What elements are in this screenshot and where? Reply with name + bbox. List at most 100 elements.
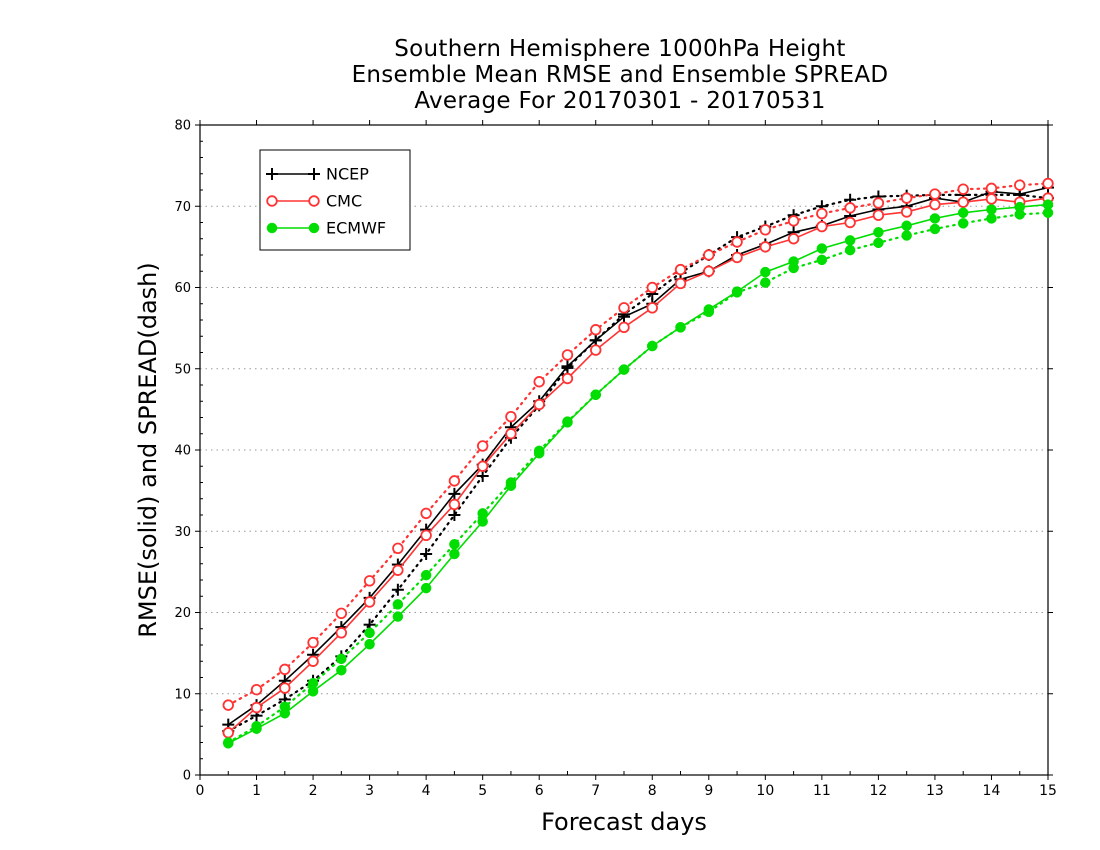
data-point-cmc-rmse (900, 206, 913, 218)
data-point-cmc-rmse (759, 241, 772, 253)
data-point-cmc-spread (816, 207, 828, 220)
x-axis-label: Forecast days (541, 808, 707, 836)
data-point-ecmwf-spread (420, 569, 432, 581)
data-point-cmc-rmse (618, 321, 630, 334)
data-point-ncep-rmse (448, 487, 461, 500)
chart-title-line-1: Southern Hemisphere 1000hPa Height (394, 36, 846, 62)
data-point-ecmwf-rmse (647, 340, 658, 352)
x-tick-label: 0 (196, 783, 205, 799)
data-point-ecmwf-rmse (223, 738, 234, 749)
x-tick-label: 8 (648, 783, 657, 799)
data-point-cmc-spread (703, 249, 715, 261)
legend-marker-ecmwf (266, 222, 278, 234)
data-point-ecmwf-spread (929, 223, 941, 235)
data-point-ncep-spread (448, 509, 461, 521)
data-point-cmc-spread (674, 263, 687, 276)
data-point-cmc-rmse (703, 265, 715, 277)
data-point-cmc-spread (590, 324, 602, 336)
x-tick-label: 14 (983, 783, 1001, 799)
data-point-ncep-spread (391, 583, 404, 596)
legend-marker-ncep (266, 168, 278, 180)
data-point-cmc-rmse (420, 529, 432, 542)
legend-marker-ecmwf (308, 222, 320, 234)
x-tick-label: 10 (756, 783, 774, 799)
data-point-cmc-spread (985, 182, 998, 195)
data-point-cmc-spread (759, 224, 772, 236)
data-point-cmc-rmse (787, 233, 800, 245)
data-point-ecmwf-spread (392, 599, 404, 610)
legend: NCEP CMC ECMWF (259, 149, 411, 251)
data-point-ecmwf-rmse (590, 389, 601, 400)
data-point-ecmwf-spread (760, 277, 771, 288)
data-point-cmc-rmse (222, 727, 234, 739)
x-tick-label: 7 (591, 783, 600, 799)
data-point-ecmwf-rmse (279, 708, 291, 719)
y-tick-label: 30 (174, 525, 191, 540)
data-point-cmc-spread (533, 376, 545, 388)
y-tick-label: 70 (174, 200, 191, 215)
x-tick-label: 12 (869, 783, 887, 799)
series-line-cmc-spread (227, 182, 1050, 707)
legend-label-ncep: NCEP (326, 165, 369, 184)
data-point-cmc-spread (307, 636, 319, 649)
data-point-cmc-rmse (929, 198, 941, 211)
data-point-cmc-spread (335, 607, 348, 620)
data-point-cmc-rmse (476, 460, 489, 472)
x-tick-label: 13 (926, 783, 944, 799)
chart-title-line-2: Ensemble Mean RMSE and Ensemble SPREAD (351, 62, 889, 88)
series-line-ncep-rmse (227, 186, 1049, 726)
y-tick-label: 0 (183, 769, 191, 784)
data-point-cmc-spread (844, 202, 856, 214)
data-point-ecmwf-rmse (336, 664, 347, 676)
y-tick-label: 40 (174, 444, 191, 459)
data-point-cmc-spread (420, 507, 432, 520)
data-point-cmc-rmse (250, 701, 263, 714)
data-point-cmc-rmse (590, 344, 602, 356)
data-point-ecmwf-rmse (618, 364, 630, 375)
data-point-ecmwf-rmse (901, 220, 912, 231)
series-line-ecmwf-spread (227, 211, 1050, 744)
data-point-ncep-spread (476, 470, 489, 482)
data-point-ncep-spread (420, 548, 433, 560)
data-point-ecmwf-spread (901, 230, 912, 241)
data-point-ecmwf-rmse (957, 207, 969, 218)
data-point-ecmwf-rmse (307, 686, 319, 697)
x-tick-label: 5 (478, 783, 487, 799)
data-point-ecmwf-rmse (788, 256, 799, 267)
data-point-cmc-spread (279, 663, 291, 676)
data-point-cmc-rmse (392, 564, 404, 576)
series-line-ecmwf-rmse (227, 203, 1049, 745)
x-tick-label: 11 (813, 783, 831, 799)
x-tick-label: 6 (535, 783, 544, 799)
data-point-ecmwf-rmse (392, 611, 404, 622)
data-point-cmc-rmse (844, 216, 856, 229)
data-point-ecmwf-rmse (929, 213, 941, 224)
data-point-ecmwf-rmse (449, 548, 460, 560)
x-tick-label: 3 (365, 783, 374, 799)
data-point-cmc-spread (363, 575, 376, 587)
y-tick-label: 80 (174, 119, 191, 134)
data-point-ecmwf-rmse (703, 304, 715, 315)
data-point-cmc-rmse (674, 277, 687, 290)
data-point-cmc-rmse (872, 209, 885, 221)
data-point-cmc-spread (957, 183, 969, 195)
data-point-cmc-spread (505, 410, 517, 423)
x-tick-label: 1 (252, 783, 261, 799)
data-point-cmc-spread (1014, 179, 1026, 191)
data-point-cmc-spread (872, 197, 885, 209)
chart-title-line-3: Average For 20170301 - 20170531 (414, 88, 826, 114)
data-point-ecmwf-spread (957, 218, 969, 229)
series-line-cmc-rmse (227, 197, 1049, 734)
x-tick-label: 9 (704, 783, 713, 799)
grid-layer (200, 205, 1048, 695)
data-point-cmc-rmse (561, 372, 574, 385)
data-point-cmc-spread (646, 281, 658, 294)
data-point-cmc-rmse (816, 220, 828, 233)
data-point-ecmwf-spread (844, 244, 856, 256)
data-point-cmc-spread (731, 236, 743, 248)
data-point-ncep-rmse (589, 334, 602, 347)
data-point-cmc-rmse (646, 302, 658, 314)
